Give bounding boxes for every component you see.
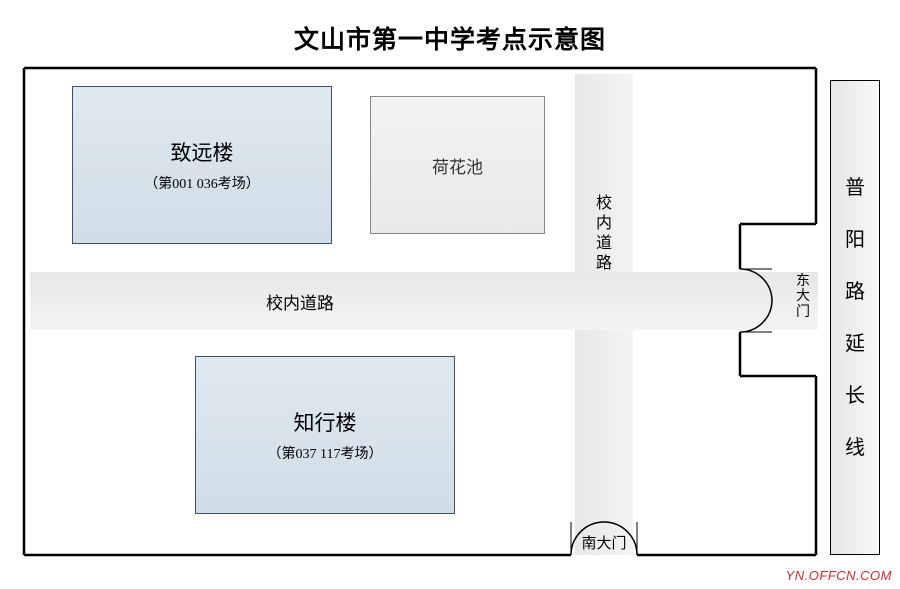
gate-east-label: 东 大 门 (792, 274, 814, 320)
street-puyang: 普 阳 路 延 长 线 (830, 80, 880, 555)
building-pond: 荷花池 (370, 96, 545, 234)
road-horizontal-label: 校内道路 (30, 272, 570, 330)
building-zhiyuan-sub: （第001 036考场） (144, 173, 260, 193)
building-zhixing-name: 知行楼 (294, 407, 357, 437)
watermark: YN.OFFCN.COM (786, 568, 892, 583)
road-vertical-label: 校 内 道 路 (575, 194, 633, 274)
building-zhixing-sub: （第037 117考场） (268, 443, 383, 463)
gate-south-label: 南大门 (575, 532, 633, 553)
street-puyang-label: 普 阳 路 延 长 线 (831, 81, 879, 554)
building-zhiyuan-name: 致远楼 (171, 137, 234, 167)
building-zhixing: 知行楼 （第037 117考场） (195, 356, 455, 514)
building-zhiyuan: 致远楼 （第001 036考场） (72, 86, 332, 244)
diagram-title: 文山市第一中学考点示意图 (0, 0, 900, 56)
map-area: 校 内 道 路 校内道路 致远楼 （第001 036考场） 荷花池 知行楼 （第… (20, 64, 880, 559)
road-horizontal: 校内道路 (30, 272, 818, 330)
building-pond-name: 荷花池 (432, 153, 483, 178)
